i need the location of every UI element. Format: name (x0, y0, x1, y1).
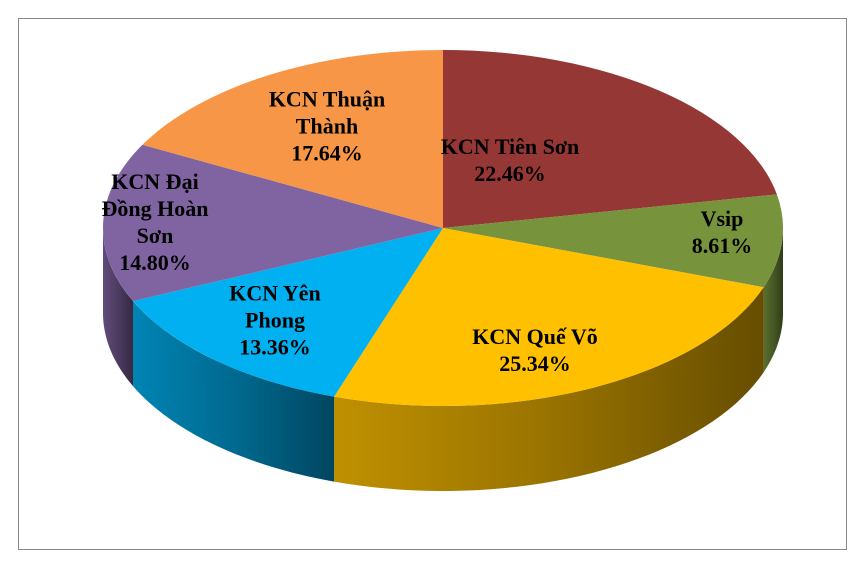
slice-label: KCN Yên Phong 13.36% (210, 280, 340, 361)
value-label: 13.36% (239, 334, 311, 360)
value-label: 22.46% (474, 161, 546, 186)
value-label: 25.34% (499, 351, 571, 376)
slice-side (133, 301, 335, 482)
slice-label: KCN Thuận Thành 17.64% (255, 86, 400, 167)
category-name: KCN Thuận Thành (268, 86, 386, 139)
slice (443, 194, 783, 288)
value-label: 17.64% (291, 140, 363, 166)
category-name: KCN Đại Đồng Hoàn Sơn (101, 169, 209, 248)
slice-label: KCN Quế Võ 25.34% (470, 323, 600, 377)
value-label: 14.80% (119, 250, 191, 275)
slice (142, 49, 444, 228)
slice-label: Vsip 8.61% (682, 205, 762, 259)
slice-side (763, 228, 783, 373)
slice-side (334, 287, 764, 491)
category-name: Vsip (700, 206, 744, 231)
category-name: KCN Yên Phong (229, 280, 321, 333)
slice-label: KCN Đại Đồng Hoàn Sơn 14.80% (90, 168, 220, 276)
slice (133, 228, 443, 397)
category-name: KCN Tiên Sơn (440, 134, 580, 159)
category-name: KCN Quế Võ (472, 324, 598, 349)
slice (102, 144, 443, 302)
slice (443, 50, 777, 228)
chart-frame (18, 18, 847, 550)
slice-side (103, 228, 134, 387)
slice (334, 228, 764, 406)
slice-label: KCN Tiên Sơn 22.46% (438, 133, 583, 187)
value-label: 8.61% (691, 233, 753, 258)
